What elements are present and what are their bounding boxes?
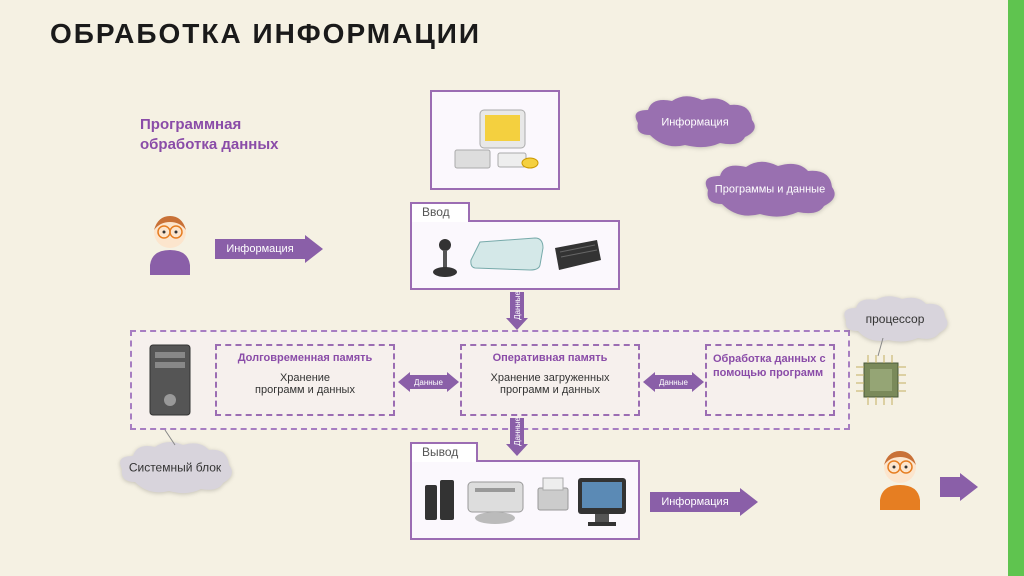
proc-head: Обработка данных с помощью программ — [713, 352, 827, 381]
arrow-data-h2: Данные — [643, 372, 704, 392]
arrow-data-v2: Данные — [506, 418, 528, 456]
output-devices-icon — [420, 470, 630, 530]
arrow-data-h1: Данные — [398, 372, 459, 392]
arrow-head-icon — [305, 235, 323, 263]
tower-icon — [140, 340, 200, 420]
arrow-exit-right — [940, 473, 978, 501]
arrow-head-icon — [960, 473, 978, 501]
arrow-data-h2-text: Данные — [655, 375, 692, 389]
subtitle-line2: обработка данных — [140, 136, 279, 153]
arrow-info-left-text: Информация — [215, 239, 305, 259]
longterm-body2: программ и данных — [223, 384, 387, 396]
cloud-info-text: Информация — [630, 116, 760, 129]
avatar-left — [140, 210, 200, 280]
connector-processor — [875, 338, 895, 358]
input-devices-icon — [425, 230, 605, 280]
arrow-data-v1-text: Данные — [513, 291, 522, 320]
arrow-info-right: Информация — [650, 488, 758, 516]
ram-head: Оперативная память — [468, 352, 632, 364]
longterm-memory-box: Долговременная память Хранение программ … — [215, 344, 395, 416]
longterm-head: Долговременная память — [223, 352, 387, 364]
ram-body1: Хранение загруженных — [468, 372, 632, 384]
arrow-info-left: Информация — [215, 235, 323, 263]
arrow-info-right-text: Информация — [650, 492, 740, 512]
ram-body2: программ и данных — [468, 384, 632, 396]
computer-icon — [450, 105, 540, 175]
subtitle-line1: Программная — [140, 116, 241, 133]
arrow-head-icon — [398, 372, 410, 392]
arrow-head-icon — [447, 372, 459, 392]
longterm-body1: Хранение — [223, 372, 387, 384]
connector-sysblock — [160, 430, 200, 450]
input-label: Ввод — [410, 202, 470, 222]
arrow-head-icon — [692, 372, 704, 392]
processing-box: Обработка данных с помощью программ — [705, 344, 835, 416]
arrow-data-h1-text: Данные — [410, 375, 447, 389]
arrow-head-icon — [740, 488, 758, 516]
page-title: ОБРАБОТКА ИНФОРМАЦИИ — [50, 18, 481, 50]
arrow-data-v1: Данные — [506, 292, 528, 330]
output-box: Вывод — [410, 460, 640, 540]
input-box: Ввод — [410, 220, 620, 290]
ram-box: Оперативная память Хранение загруженных … — [460, 344, 640, 416]
arrow-head-icon — [643, 372, 655, 392]
cloud-sysblock-text: Системный блок — [115, 461, 235, 474]
cloud-programs-text: Программы и данные — [700, 183, 840, 196]
arrow-exit-body — [940, 477, 960, 497]
accent-bar — [1008, 0, 1024, 576]
cloud-processor: процессор — [840, 295, 950, 343]
cpu-chip-icon — [856, 355, 906, 405]
cloud-programs: Программы и данные — [700, 160, 840, 220]
cloud-info: Информация — [630, 95, 760, 150]
subtitle: Программная обработка данных — [140, 115, 279, 154]
computer-box — [430, 90, 560, 190]
output-label: Вывод — [410, 442, 478, 462]
arrow-data-v2-text: Данные — [513, 417, 522, 446]
cloud-processor-text: процессор — [840, 312, 950, 326]
avatar-right — [870, 445, 930, 515]
